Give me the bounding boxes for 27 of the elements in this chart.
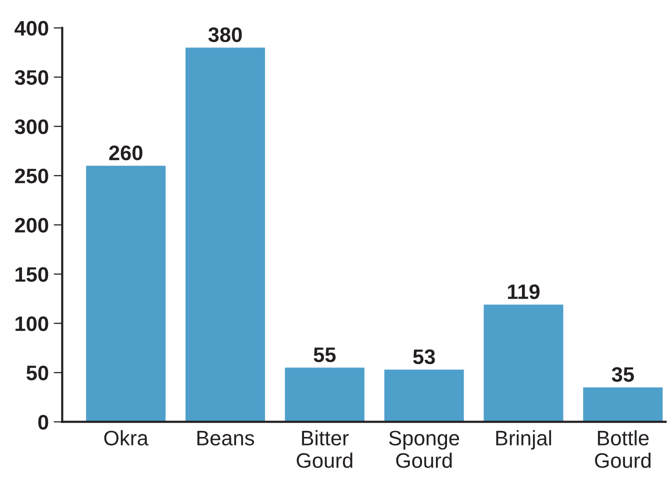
bar	[86, 166, 166, 422]
y-tick-label: 50	[26, 366, 48, 380]
bar	[185, 48, 266, 422]
y-tick-label: 150	[16, 267, 48, 282]
x-tick-label: Beans	[197, 430, 254, 446]
x-tick-label: Bottle Gourd	[595, 430, 651, 468]
x-tick-label: Brinjal	[496, 430, 552, 450]
data-label: 55	[314, 348, 336, 362]
y-tick-label: 200	[14, 218, 48, 233]
data-label: 53	[413, 349, 435, 364]
y-tick-label: 0	[38, 414, 48, 430]
x-tick-label: Bitter Gourd	[296, 430, 352, 468]
bar	[284, 368, 364, 422]
data-label: 35	[612, 367, 634, 382]
y-tick-label: 350	[14, 70, 48, 85]
y-tick-label: 400	[14, 20, 48, 36]
data-label: 119	[508, 284, 540, 300]
y-tick-label: 250	[14, 168, 48, 184]
y-tick-label: 300	[14, 119, 48, 134]
bar	[384, 370, 464, 422]
bar	[583, 387, 663, 422]
data-label: 260	[109, 146, 142, 160]
y-tick-label: 100	[16, 316, 48, 332]
x-tick-label: Sponge Gourd	[389, 430, 460, 468]
bar	[484, 304, 564, 422]
x-tick-label: Okra	[104, 430, 148, 446]
data-label: 380	[208, 27, 242, 42]
